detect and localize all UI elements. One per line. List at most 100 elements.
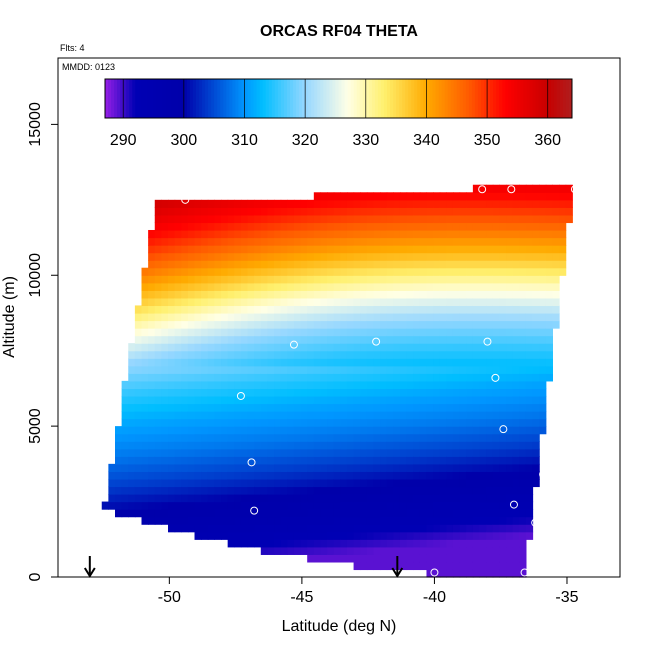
heat-cell — [499, 569, 507, 578]
heat-cell — [280, 260, 288, 269]
heat-cell — [353, 312, 361, 322]
heat-cell — [320, 214, 328, 224]
heat-cell — [506, 569, 514, 578]
heat-cell — [386, 546, 394, 555]
heat-cell — [168, 343, 176, 352]
heat-cell — [439, 448, 447, 457]
heat-cell — [260, 320, 269, 329]
heat-cell — [426, 245, 434, 254]
heat-cell — [393, 199, 401, 208]
heat-cell — [274, 214, 282, 224]
heat-cell — [141, 328, 149, 337]
heat-cell — [214, 373, 222, 382]
heat-cell — [353, 524, 361, 533]
heat-cell — [512, 207, 520, 216]
heat-cell — [552, 214, 560, 224]
heat-cell — [287, 328, 295, 337]
heat-cell — [406, 441, 414, 450]
heat-cell — [479, 433, 487, 442]
heat-cell — [293, 426, 302, 435]
heat-cell — [459, 456, 467, 465]
profile-point — [107, 410, 116, 419]
heat-cell — [168, 275, 176, 284]
heat-cell — [227, 433, 235, 442]
heat-cell — [472, 305, 481, 314]
heat-cell — [227, 343, 235, 352]
x-axis: -50 -45 -40 -35 — [158, 577, 579, 606]
colorbar-segment — [305, 79, 309, 118]
heat-cell — [247, 343, 255, 352]
heat-cell — [499, 433, 507, 442]
heat-cell — [161, 433, 169, 442]
heat-cell — [207, 395, 216, 405]
colorbar-segment — [471, 79, 476, 118]
heat-cell — [221, 486, 229, 495]
heat-cell — [280, 335, 288, 344]
heat-cell — [260, 486, 269, 495]
heat-cell — [214, 509, 222, 518]
colorbar-segment — [114, 79, 118, 118]
heat-cell — [393, 335, 401, 344]
heat-cell — [148, 426, 156, 435]
heat-cell — [274, 546, 282, 555]
heat-cell — [260, 358, 269, 367]
heat-cell — [274, 365, 282, 374]
colorbar-segment — [405, 79, 409, 118]
heat-cell — [240, 456, 249, 465]
heat-cell — [419, 237, 428, 246]
heat-cell — [366, 501, 375, 510]
colorbar-segment — [108, 79, 112, 118]
heat-cell — [492, 388, 500, 397]
heat-cell — [327, 237, 335, 246]
heat-cell — [214, 320, 222, 329]
heat-cell — [333, 486, 341, 495]
heat-cell — [492, 441, 500, 450]
colorbar-segment — [441, 79, 446, 118]
heat-cell — [201, 411, 209, 420]
heat-cell — [168, 282, 176, 291]
heat-cell — [274, 252, 282, 261]
heat-cell — [446, 297, 454, 307]
heat-cell — [506, 441, 514, 450]
heat-cell — [254, 267, 262, 276]
heat-cell — [539, 229, 547, 239]
heat-cell — [506, 222, 514, 231]
heat-cell — [307, 365, 315, 374]
heat-cell — [492, 463, 500, 472]
heat-cell — [148, 237, 156, 246]
heat-cell — [512, 411, 520, 420]
heat-cell — [194, 297, 202, 307]
heat-cell — [221, 509, 229, 518]
heat-cell — [194, 380, 202, 390]
heat-cell — [293, 245, 302, 254]
heat-cell — [406, 509, 414, 518]
heat-cell — [134, 343, 143, 352]
heat-cell — [227, 411, 235, 420]
heat-cell — [327, 222, 335, 231]
heat-cell — [293, 531, 302, 540]
heat-cell — [300, 320, 308, 329]
heat-cell — [174, 456, 182, 465]
heat-cell — [459, 328, 467, 337]
heat-cell — [260, 252, 269, 261]
heat-cell — [459, 305, 467, 314]
heat-cell — [346, 290, 355, 299]
heat-cell — [187, 501, 196, 510]
heat-cell — [333, 192, 341, 201]
heat-cell — [545, 343, 553, 352]
colorbar-segment — [490, 79, 494, 118]
heat-cell — [174, 229, 182, 239]
heat-cell — [413, 282, 421, 291]
heat-cell — [559, 237, 567, 246]
heat-cell — [386, 358, 394, 367]
x-tick-label: -50 — [158, 589, 181, 606]
heat-cell — [280, 418, 288, 427]
colorbar-segment — [553, 79, 558, 118]
heat-cell — [373, 320, 381, 329]
heat-cell — [247, 403, 255, 412]
colorbar-segment — [532, 79, 537, 118]
heat-cell — [419, 554, 428, 563]
heat-cell — [320, 229, 328, 239]
heat-cell — [386, 471, 394, 480]
heat-cell — [313, 207, 322, 216]
